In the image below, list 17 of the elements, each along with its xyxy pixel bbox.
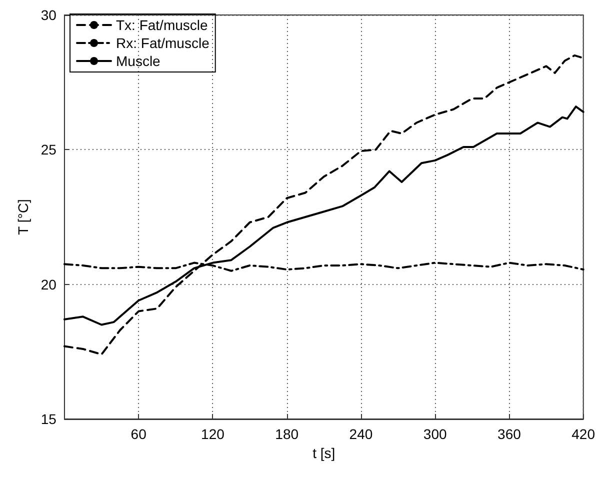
y-axis-title: T [°C] — [15, 199, 31, 235]
y-tick-label: 30 — [40, 7, 57, 23]
x-tick-label: 240 — [349, 426, 373, 442]
legend-label: Rx: Fat/muscle — [116, 35, 210, 51]
x-tick-label: 180 — [275, 426, 299, 442]
x-tick-label: 300 — [423, 426, 447, 442]
x-tick-label: 360 — [498, 426, 522, 442]
legend-label: Muscle — [116, 53, 161, 69]
legend-label: Tx: Fat/muscle — [116, 17, 208, 33]
x-tick-label: 60 — [130, 426, 147, 442]
x-axis-title: t [s] — [312, 444, 336, 461]
y-tick-label: 25 — [40, 142, 57, 158]
line-series — [63, 54, 584, 356]
y-tick-label: 20 — [40, 276, 57, 292]
y-tick-label: 15 — [40, 411, 57, 427]
x-tick-label: 420 — [572, 426, 596, 442]
x-tick-label: 120 — [201, 426, 225, 442]
